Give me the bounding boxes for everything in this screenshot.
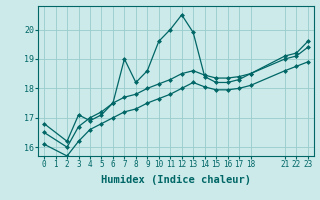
X-axis label: Humidex (Indice chaleur): Humidex (Indice chaleur) [101,175,251,185]
